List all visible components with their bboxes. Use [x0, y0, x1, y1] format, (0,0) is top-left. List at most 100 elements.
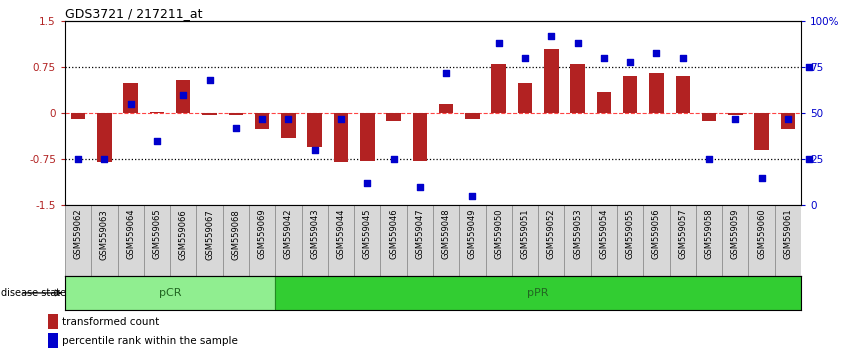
- Bar: [722, 205, 748, 276]
- Point: [675, 55, 689, 61]
- Text: GSM559057: GSM559057: [678, 209, 688, 259]
- Point: [702, 156, 716, 162]
- Bar: [65, 276, 275, 310]
- Text: GSM559064: GSM559064: [126, 209, 135, 259]
- Point: [177, 92, 191, 98]
- Text: GSM559043: GSM559043: [310, 209, 320, 259]
- Bar: [571, 64, 585, 113]
- Point: [492, 40, 506, 46]
- Text: GSM559046: GSM559046: [389, 209, 398, 259]
- Bar: [433, 205, 459, 276]
- Text: GSM559063: GSM559063: [100, 209, 109, 259]
- Point: [360, 181, 374, 186]
- Point: [229, 125, 242, 131]
- Text: GSM559062: GSM559062: [74, 209, 82, 259]
- Bar: [197, 205, 223, 276]
- Point: [124, 101, 138, 107]
- Point: [545, 33, 559, 39]
- Text: GSM559061: GSM559061: [784, 209, 792, 259]
- Bar: [97, 113, 112, 162]
- Point: [150, 138, 164, 144]
- Point: [334, 116, 348, 122]
- Bar: [333, 113, 348, 162]
- Text: GSM559066: GSM559066: [178, 209, 188, 259]
- Bar: [696, 205, 722, 276]
- Text: GSM559058: GSM559058: [705, 209, 714, 259]
- Bar: [91, 205, 118, 276]
- Text: GDS3721 / 217211_at: GDS3721 / 217211_at: [65, 7, 203, 20]
- Bar: [748, 205, 775, 276]
- Point: [802, 64, 816, 70]
- Text: GSM559049: GSM559049: [468, 209, 477, 259]
- Bar: [650, 73, 663, 113]
- Bar: [701, 113, 716, 121]
- Bar: [669, 205, 696, 276]
- Bar: [203, 113, 216, 114]
- Bar: [775, 205, 801, 276]
- Bar: [544, 49, 559, 113]
- Point: [624, 59, 637, 64]
- Bar: [728, 113, 742, 114]
- Bar: [407, 205, 433, 276]
- Bar: [591, 205, 617, 276]
- Bar: [623, 76, 637, 113]
- Bar: [360, 113, 374, 161]
- Bar: [301, 205, 328, 276]
- Text: percentile rank within the sample: percentile rank within the sample: [62, 336, 238, 346]
- Bar: [754, 113, 769, 150]
- Bar: [780, 113, 795, 129]
- Text: GSM559048: GSM559048: [442, 209, 450, 259]
- Bar: [124, 82, 138, 113]
- Point: [571, 40, 585, 46]
- Point: [466, 193, 480, 199]
- Point: [386, 156, 400, 162]
- Bar: [223, 205, 249, 276]
- Text: GSM559047: GSM559047: [416, 209, 424, 259]
- Point: [650, 50, 663, 55]
- Point: [98, 156, 112, 162]
- Point: [255, 116, 269, 122]
- Bar: [439, 104, 454, 113]
- Bar: [275, 205, 301, 276]
- Bar: [281, 113, 295, 138]
- Text: pPR: pPR: [527, 288, 549, 298]
- Point: [518, 55, 532, 61]
- Point: [439, 70, 453, 76]
- Bar: [518, 82, 533, 113]
- Bar: [465, 113, 480, 119]
- Bar: [150, 112, 165, 113]
- Bar: [328, 205, 354, 276]
- Bar: [249, 205, 275, 276]
- Text: transformed count: transformed count: [62, 316, 159, 326]
- Bar: [65, 205, 91, 276]
- Bar: [459, 205, 486, 276]
- Bar: [354, 205, 380, 276]
- Text: GSM559065: GSM559065: [152, 209, 161, 259]
- Bar: [170, 205, 197, 276]
- Text: GSM559042: GSM559042: [284, 209, 293, 259]
- Bar: [48, 333, 58, 348]
- Point: [802, 156, 816, 162]
- Bar: [255, 113, 269, 129]
- Bar: [617, 205, 643, 276]
- Point: [781, 116, 795, 122]
- Bar: [597, 92, 611, 113]
- Text: GSM559052: GSM559052: [546, 209, 556, 259]
- Bar: [412, 113, 427, 161]
- Bar: [386, 113, 401, 121]
- Text: GSM559051: GSM559051: [520, 209, 529, 259]
- Text: GSM559068: GSM559068: [231, 209, 241, 259]
- Bar: [486, 205, 512, 276]
- Text: GSM559060: GSM559060: [757, 209, 766, 259]
- Point: [71, 156, 85, 162]
- Bar: [118, 205, 144, 276]
- Text: GSM559059: GSM559059: [731, 209, 740, 259]
- Text: GSM559067: GSM559067: [205, 209, 214, 259]
- Text: disease state: disease state: [1, 288, 66, 298]
- Bar: [144, 205, 170, 276]
- Bar: [643, 205, 669, 276]
- Point: [203, 77, 216, 83]
- Text: GSM559055: GSM559055: [625, 209, 635, 259]
- Text: GSM559053: GSM559053: [573, 209, 582, 259]
- Bar: [380, 205, 407, 276]
